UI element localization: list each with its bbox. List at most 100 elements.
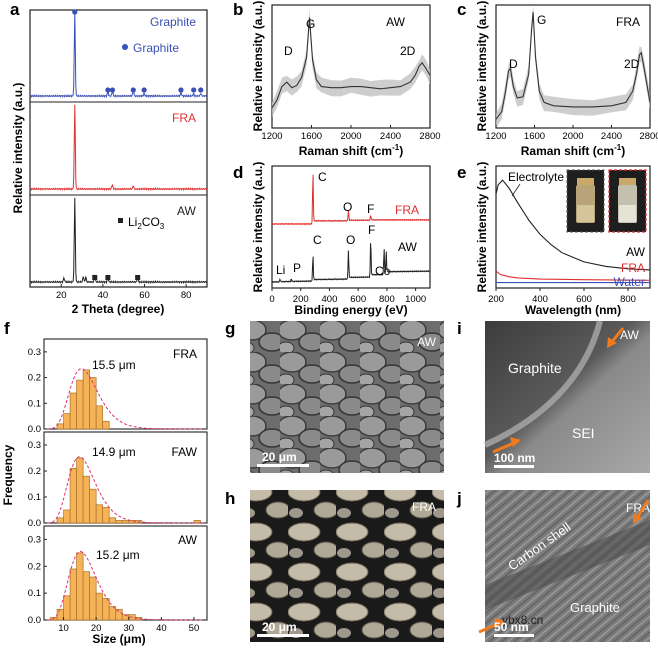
xrd-graphite-label: Graphite <box>150 15 196 29</box>
xrd-x-axis-label: 2 Theta (degree) <box>72 302 165 316</box>
hist-x-tick-label: 10 <box>58 623 69 634</box>
tem-fra-carbon-shell-band <box>485 520 650 610</box>
xrd-li2co3-marker <box>92 275 98 280</box>
panel-f-letter: f <box>4 319 10 338</box>
panel-g: g AW 20 μm <box>225 319 444 473</box>
hist-y-tick-label: 0.0 <box>28 424 41 435</box>
panel-j-letter: j <box>456 489 462 508</box>
uv-legend-aw: AW <box>626 245 646 259</box>
hist-fra-frame <box>43 338 208 430</box>
panel-e: e Electrolyte AW FRA Water 200 400 600 800 … <box>457 162 651 317</box>
xps-fra-peak-o: O <box>343 200 352 214</box>
raman-aw-x-axis-label: Raman shift (cm-1) <box>299 143 403 158</box>
hist-fra-bar <box>69 392 77 430</box>
hist-faw-bar <box>193 520 201 524</box>
hist-y-tick-label: 0.2 <box>28 373 41 384</box>
hist-fra-bar <box>76 379 84 430</box>
c-tick-label: 1600 <box>524 131 545 142</box>
hist-aw-bar <box>76 552 84 621</box>
sem-fra-scalebar <box>257 634 309 637</box>
raman-fra-x-ticks: 1200 1600 2000 2400 2800 <box>485 125 658 142</box>
hist-y-tick-label: 0.3 <box>28 534 41 545</box>
hist-x-axis-label: Size (μm) <box>92 632 145 646</box>
raman-aw-error-band <box>272 8 430 118</box>
d-tick-label: 1000 <box>405 294 426 305</box>
hist-faw-bar <box>89 488 97 524</box>
xrd-trace-fra <box>29 104 208 192</box>
panel-c-letter: c <box>457 0 466 19</box>
tem-image-aw <box>485 321 650 473</box>
xps-plot <box>271 174 431 284</box>
xps-aw-peak-p: P <box>293 261 301 275</box>
hist-faw-bar <box>121 520 130 524</box>
panel-b-frame <box>271 4 431 129</box>
raman-aw-x-ticks: 1200 1600 2000 2400 2800 <box>261 125 441 142</box>
raman-fra-y-axis-label: Relative intensity (a.u.) <box>475 1 489 132</box>
raman-aw-y-axis-label: Relative intensity (a.u.) <box>251 1 265 132</box>
raman-aw-peak-2d: 2D <box>400 44 416 58</box>
a-tick-label: 40 <box>98 290 109 301</box>
b-tick-label: 2000 <box>340 131 361 142</box>
panel-j: j FRA Carbon shell Graphite ybx8.cn 50 n… <box>456 489 650 642</box>
tem-aw-interface <box>483 320 603 448</box>
hist-fra-bar <box>63 413 71 430</box>
c-tick-label: 2400 <box>601 131 622 142</box>
d-tick-label: 600 <box>350 294 366 305</box>
raman-fra-label: FRA <box>616 15 640 29</box>
hist-fra-mean: 15.5 μm <box>92 358 136 372</box>
vial-photo-aw <box>566 169 605 233</box>
panel-a-frame <box>29 9 208 288</box>
xrd-graphite-marker <box>191 87 197 93</box>
size-histograms: 0.0 0.1 0.2 0.3 0.0 0.1 0.2 0.3 0.0 0.1 0.2 0.3 10 20… <box>28 338 208 634</box>
xrd-li2co3-marker <box>105 275 111 280</box>
hist-faw-bar <box>115 520 123 524</box>
hist-fra-fit-curve <box>47 368 204 430</box>
hist-aw-bar <box>102 598 110 621</box>
uv-legend-fra: FRA <box>621 261 645 275</box>
xrd-graphite-marker <box>109 87 116 93</box>
a-tick-label: 20 <box>56 290 67 301</box>
vial-photo-fra <box>608 169 647 233</box>
panel-c: c FRA D G 2D 1200 1600 2000 2400 2800 Raman … <box>457 0 658 158</box>
raman-fra-plot <box>495 4 651 129</box>
c-tick-label: 1200 <box>485 131 506 142</box>
hist-aw-fit-curve <box>47 550 204 621</box>
xrd-graphite-marker <box>72 9 78 15</box>
d-tick-label: 800 <box>379 294 395 305</box>
sem-aw-scalebar <box>257 464 309 467</box>
e-tick-label: 400 <box>532 294 548 305</box>
sem-aw-scale-label: 20 μm <box>262 450 297 464</box>
raman-fra-x-axis-label: Raman shift (cm-1) <box>521 143 625 158</box>
xps-trace-fra <box>271 174 431 226</box>
xps-trace-aw <box>271 243 431 284</box>
panel-d-letter: d <box>233 163 243 182</box>
uv-electrolyte-pointer <box>511 183 521 197</box>
panel-i: i AW Graphite SEI 100 nm <box>457 319 650 473</box>
hist-y-tick-label: 0.2 <box>28 561 41 572</box>
xrd-graphite-marker <box>141 87 147 93</box>
xrd-y-axis-label: Relative intensity (a.u.) <box>11 83 25 214</box>
panel-b-letter: b <box>233 0 243 19</box>
hist-x-tick-label: 50 <box>189 623 200 634</box>
uv-y-axis-label: Relative intensity (a.u.) <box>475 162 489 293</box>
hist-aw-bar <box>115 608 123 621</box>
panel-h: h FRA 20 μm <box>225 489 444 642</box>
tem-aw-sei-label: SEI <box>572 425 595 441</box>
tem-aw-scalebar <box>494 465 534 468</box>
sem-image-fra <box>250 490 444 642</box>
xps-fra-label: FRA <box>395 203 419 217</box>
uv-x-axis-label: Wavelength (nm) <box>525 303 621 317</box>
sem-image-aw <box>250 321 444 473</box>
a-tick-label: 60 <box>139 290 150 301</box>
d-tick-label: 0 <box>269 294 274 305</box>
xrd-graphite-marker <box>105 87 111 93</box>
panel-e-frame <box>495 165 651 289</box>
hist-faw-label: FAW <box>171 445 197 459</box>
hist-faw-bar <box>76 457 84 524</box>
tem-fra-arrow-bottom <box>478 618 505 634</box>
sem-fra-label: FRA <box>412 500 436 514</box>
xrd-traces <box>29 9 208 285</box>
hist-x-tick-label: 20 <box>91 623 102 634</box>
uv-legend-water: Water <box>613 275 645 289</box>
